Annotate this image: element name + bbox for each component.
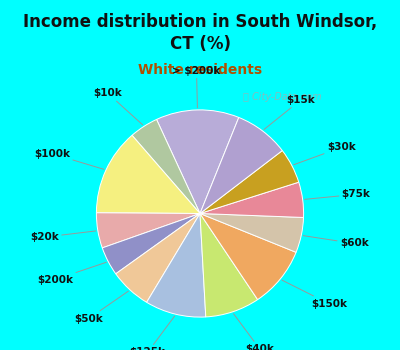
Wedge shape [132,119,200,214]
Text: $50k: $50k [74,291,128,323]
Wedge shape [96,213,200,248]
Text: $75k: $75k [305,189,370,200]
Text: White residents: White residents [138,63,262,77]
Text: $200k: $200k [37,262,106,285]
Wedge shape [147,214,206,317]
Wedge shape [156,110,239,214]
Wedge shape [200,214,258,317]
Text: Income distribution in South Windsor,
CT (%): Income distribution in South Windsor, CT… [23,13,377,53]
Wedge shape [200,214,296,300]
Text: $60k: $60k [303,236,368,248]
Wedge shape [200,150,299,214]
Wedge shape [200,214,304,252]
Text: ⓘ City-Data.com: ⓘ City-Data.com [243,92,322,102]
Text: $20k: $20k [30,231,96,242]
Text: $30k: $30k [294,142,356,165]
Wedge shape [102,214,200,274]
Text: $15k: $15k [264,95,315,130]
Text: > $200k: > $200k [172,65,221,108]
Wedge shape [96,135,200,214]
Text: $150k: $150k [282,280,347,309]
Wedge shape [116,214,200,302]
Text: $100k: $100k [34,149,104,169]
Text: $125k: $125k [130,316,175,350]
Wedge shape [200,182,304,217]
Wedge shape [200,118,282,214]
Text: $40k: $40k [234,314,274,350]
Text: $10k: $10k [94,89,143,125]
